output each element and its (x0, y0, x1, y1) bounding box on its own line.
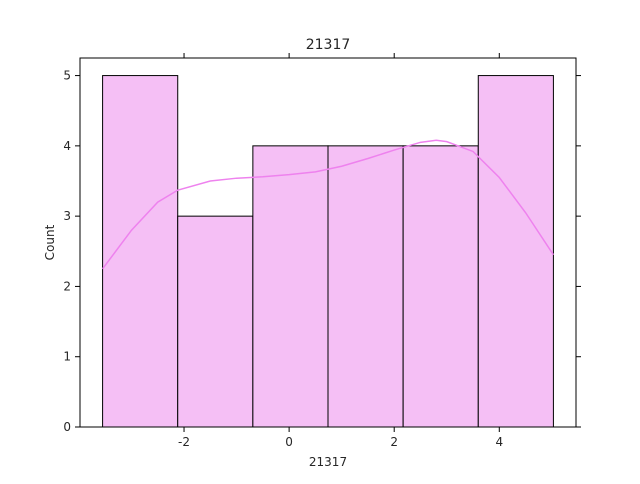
chart-title: 21317 (306, 37, 351, 53)
histogram-bar (402, 145, 479, 428)
kde-curve (101, 139, 555, 270)
histogram-bar (252, 145, 329, 428)
y-axis-label: Count (43, 224, 57, 260)
x-ticks: -2 0 2 4 (178, 53, 503, 449)
histogram-bar (177, 215, 254, 428)
x-tick-label: 0 (285, 435, 293, 449)
y-tick-label: 5 (63, 69, 71, 83)
bars-layer (102, 75, 554, 428)
histogram-bar (327, 145, 404, 428)
x-tick-label: 4 (495, 435, 503, 449)
y-tick-label: 4 (63, 139, 71, 153)
y-tick-label: 3 (63, 209, 71, 223)
x-tick-label: -2 (178, 435, 190, 449)
histogram-bar (477, 75, 554, 428)
histogram-bar (102, 75, 179, 428)
y-tick-label: 2 (63, 279, 71, 293)
x-axis-label: 21317 (309, 455, 347, 469)
plot-frame (79, 57, 577, 428)
y-ticks: 0 1 2 3 4 5 (63, 69, 581, 434)
y-tick-label: 1 (63, 350, 71, 364)
x-tick-label: 2 (390, 435, 398, 449)
y-tick-label: 0 (63, 420, 71, 434)
